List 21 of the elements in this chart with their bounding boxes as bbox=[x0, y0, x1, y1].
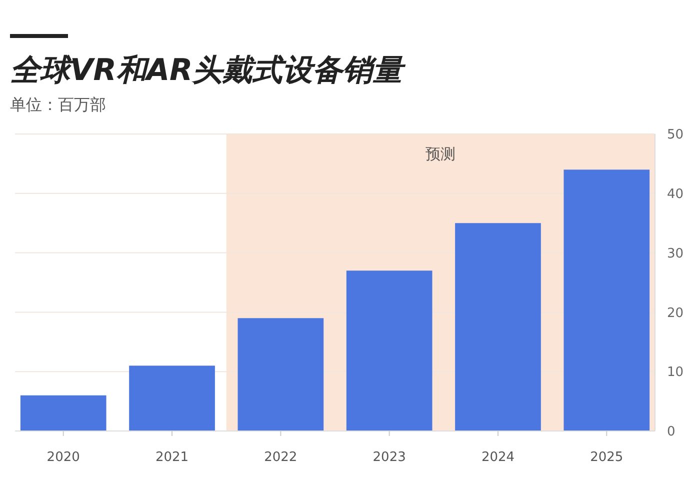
bar bbox=[346, 270, 432, 431]
chart-title: 全球VR和AR头戴式设备销量 bbox=[10, 53, 407, 88]
bar bbox=[238, 318, 324, 431]
y-tick-label: 0 bbox=[667, 424, 676, 440]
y-tick-label: 10 bbox=[667, 365, 684, 380]
bar bbox=[129, 366, 215, 431]
y-tick-label: 20 bbox=[667, 306, 684, 321]
band-label: 预测 bbox=[426, 145, 456, 163]
y-tick-label: 30 bbox=[667, 246, 684, 262]
x-tick-label: 2022 bbox=[264, 450, 298, 465]
x-tick-label: 2025 bbox=[590, 450, 624, 465]
x-tick-label: 2023 bbox=[372, 450, 406, 465]
y-tick-label: 40 bbox=[667, 186, 684, 202]
x-tick-label: 2024 bbox=[481, 450, 515, 465]
x-tick-label: 2021 bbox=[155, 450, 189, 465]
y-tick-label: 50 bbox=[667, 128, 684, 143]
x-tick-label: 2020 bbox=[46, 450, 80, 465]
bar bbox=[564, 170, 650, 431]
bar bbox=[20, 395, 106, 431]
chart-subtitle: 单位：百万部 bbox=[10, 95, 106, 114]
bar bbox=[455, 223, 541, 431]
